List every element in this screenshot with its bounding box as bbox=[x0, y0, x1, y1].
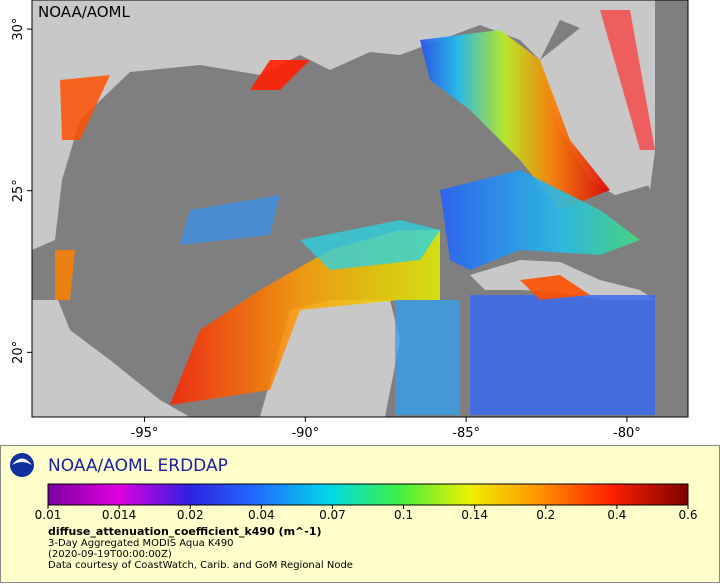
data-swath bbox=[170, 230, 440, 405]
no-data bbox=[655, 0, 688, 417]
colorbar-ticks: 0.01 0.014 0.02 0.04 0.07 0.1 0.14 0.2 0.4 0.6 bbox=[35, 505, 698, 522]
data-swath bbox=[395, 300, 460, 415]
data-swath bbox=[470, 295, 655, 415]
colorbar-tick-label: 0.07 bbox=[319, 508, 346, 522]
credit: Data courtesy of CoastWatch, Carib. and … bbox=[48, 560, 353, 571]
data-swath bbox=[180, 195, 280, 245]
x-tick-label: -95° bbox=[131, 426, 159, 441]
legend-panel bbox=[0, 445, 720, 583]
colorbar-tick-label: 0.4 bbox=[607, 508, 626, 522]
data-swath bbox=[60, 75, 110, 140]
data-swath bbox=[420, 30, 610, 210]
colorbar-tick-label: 0.01 bbox=[35, 508, 62, 522]
data-swath bbox=[300, 220, 440, 270]
x-tick-label: -85° bbox=[452, 426, 480, 441]
colorbar-tick-label: 0.2 bbox=[536, 508, 555, 522]
x-tick-label: -90° bbox=[291, 426, 319, 441]
land-mexico bbox=[32, 300, 190, 417]
colorbar-tick-label: 0.014 bbox=[102, 508, 136, 522]
map-frame bbox=[31, 0, 689, 418]
colorbar bbox=[47, 483, 689, 506]
colorbar-tick-label: 0.6 bbox=[678, 508, 697, 522]
data-swath bbox=[520, 275, 590, 300]
watermark: NOAA/AOML bbox=[38, 3, 131, 21]
variable: diffuse_attenuation_coefficient_k490 (m^… bbox=[48, 525, 322, 538]
colorbar-tick-label: 0.02 bbox=[177, 508, 204, 522]
colorbar-tick-label: 0.1 bbox=[394, 508, 413, 522]
yucatan bbox=[260, 300, 400, 417]
y-tick-label: 20° bbox=[11, 341, 26, 364]
land-north bbox=[32, 0, 655, 250]
data-swath bbox=[440, 170, 640, 270]
logo bbox=[10, 453, 34, 477]
x-tick-label: -80° bbox=[613, 426, 641, 441]
axes: -95° -90° -85° -80° 20° 25° 30° bbox=[11, 18, 641, 441]
time: (2020-09-19T00:00:00Z) bbox=[48, 549, 172, 560]
data-swath bbox=[250, 60, 310, 90]
y-tick-label: 25° bbox=[11, 179, 26, 202]
y-tick-label: 30° bbox=[11, 18, 26, 41]
map bbox=[32, 0, 688, 417]
legend-title: NOAA/AOML ERDDAP bbox=[48, 456, 228, 476]
logo-bird bbox=[12, 458, 32, 465]
data-swath bbox=[55, 250, 75, 300]
colorbar-tick-label: 0.04 bbox=[248, 508, 275, 522]
colorbar-tick-label: 0.14 bbox=[461, 508, 488, 522]
data-swath bbox=[600, 10, 655, 150]
dataset: 3-Day Aggregated MODIS Aqua K490 bbox=[48, 538, 234, 549]
